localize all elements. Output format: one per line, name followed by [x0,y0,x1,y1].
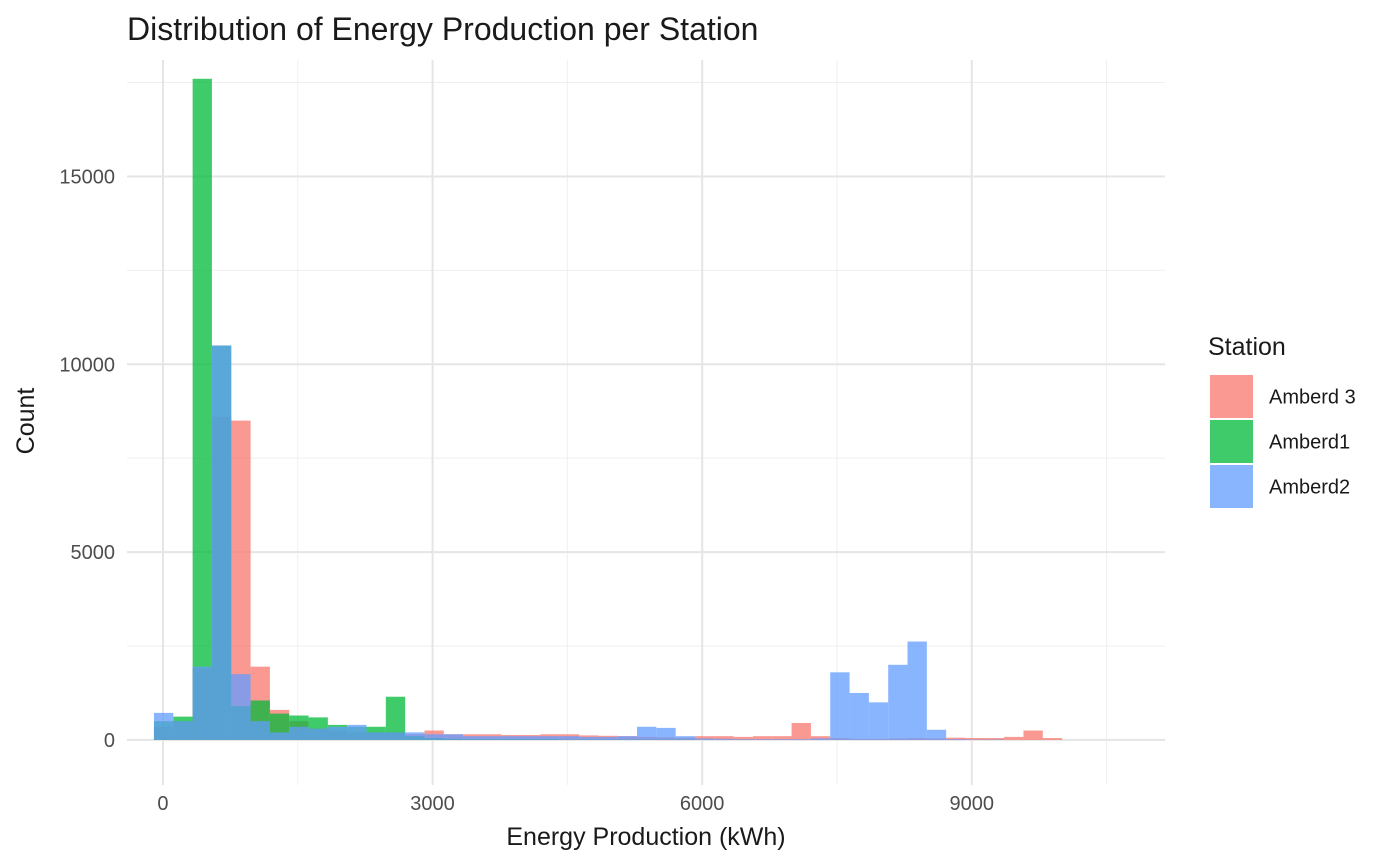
bar [946,737,966,740]
bar [540,736,560,740]
bar [579,736,599,740]
x-tick-label: 9000 [950,793,995,815]
bar [1004,736,1024,740]
grid [127,60,1165,785]
x-axis-title: Energy Production (kWh) [506,823,785,851]
bar [772,736,792,740]
bar [347,724,367,740]
bar [617,736,638,740]
bar [366,732,386,740]
bar [752,739,773,740]
bar [501,736,522,740]
bar [327,726,348,740]
bar [733,736,753,740]
bar [482,736,502,740]
y-axis-title: Count [12,388,40,455]
bar [830,672,850,740]
bar [926,729,947,740]
bar [733,739,753,740]
bar [810,738,831,740]
bar [810,736,831,740]
bar [192,666,212,740]
bar [231,420,251,740]
bars [153,78,1063,740]
x-tick-label: 0 [157,793,168,815]
bar [289,726,309,740]
bar [637,726,657,740]
bar [946,739,966,740]
bar [598,736,618,740]
bar [849,692,869,740]
bar [405,732,425,740]
bar [791,739,811,740]
bar [656,727,676,740]
bar [752,736,773,740]
y-axis-ticks: 0 5000 10000 15000 [59,166,115,751]
bar [269,732,290,740]
bar [791,723,811,740]
legend-key [1210,420,1253,463]
bar [772,739,792,740]
bar [868,702,889,740]
legend-title: Station [1208,333,1286,361]
bar [385,696,406,740]
bar [521,736,541,740]
x-tick-label: 3000 [410,793,455,815]
y-tick-label: 15000 [59,166,115,188]
bar [211,345,232,740]
legend: Station Amberd 3 Amberd1 Amberd2 [1208,333,1356,508]
bar [1042,738,1063,740]
bar [1023,730,1043,740]
y-tick-label: 0 [104,730,115,752]
bar [231,674,251,740]
bar [173,721,193,740]
legend-label: Amberd 3 [1269,387,1356,409]
bar [443,734,464,740]
x-tick-label: 6000 [680,793,725,815]
chart-title: Distribution of Energy Production per St… [127,11,758,47]
bar [675,736,695,740]
legend-label: Amberd2 [1269,477,1350,499]
series-amberd2 [153,345,1005,740]
bar [714,736,734,740]
y-tick-label: 5000 [71,542,116,564]
bar [250,721,270,740]
bar [385,732,406,740]
bar [714,738,734,740]
bar [559,736,580,740]
bar [907,641,927,740]
legend-key [1210,375,1253,418]
bar [424,734,444,740]
bar [984,738,1005,740]
bar [694,738,715,740]
bar [153,712,174,740]
bar [308,728,328,740]
bar [888,664,908,740]
legend-key [1210,465,1253,508]
x-axis-ticks: 0 3000 6000 9000 [157,793,994,815]
y-tick-label: 10000 [59,354,115,376]
bar [463,736,483,740]
legend-label: Amberd1 [1269,432,1350,454]
bar [192,78,212,740]
bar [965,738,985,740]
bar [694,736,715,740]
